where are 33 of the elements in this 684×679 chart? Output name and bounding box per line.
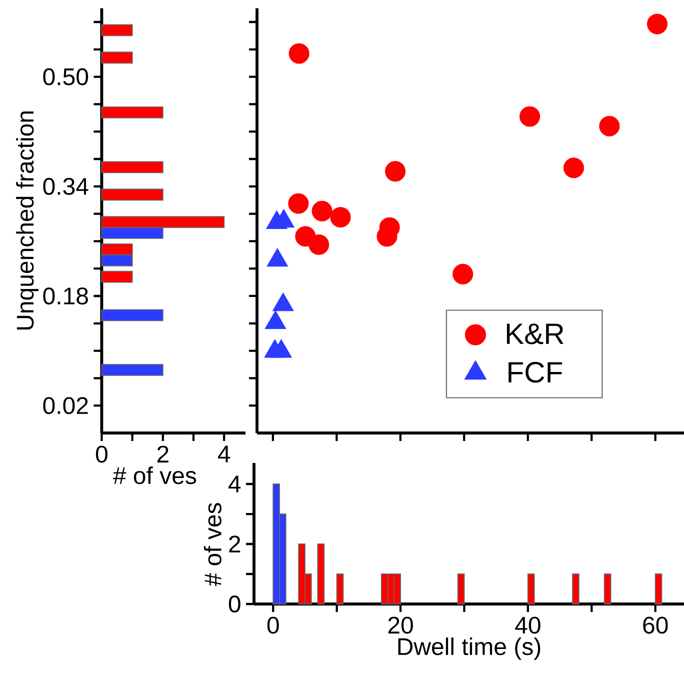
- legend-label: FCF: [508, 362, 562, 383]
- point: [264, 310, 286, 329]
- point: [646, 14, 668, 34]
- point: [270, 339, 292, 358]
- x-tick-label: 2: [157, 446, 168, 462]
- point: [288, 193, 309, 214]
- y-tick-label: 0.50: [43, 68, 88, 86]
- y-tick-label: 0.18: [43, 287, 88, 304]
- legend-label: K&R: [506, 324, 564, 344]
- y-tick-label: 4: [228, 476, 241, 492]
- y-axis-title: # of ves: [204, 503, 222, 586]
- x-tick-label: 0: [96, 446, 108, 463]
- y-tick-label: 0.02: [43, 397, 88, 414]
- x-tick-label: 0: [267, 616, 279, 634]
- point: [563, 158, 584, 178]
- point: [272, 292, 294, 312]
- point: [308, 234, 330, 255]
- point: [385, 161, 406, 182]
- y-tick-label: 0: [228, 595, 240, 612]
- x-tick-label: 60: [643, 616, 668, 634]
- point: [288, 43, 310, 64]
- y-tick-label: 2: [229, 536, 240, 552]
- point: [520, 106, 540, 127]
- x-axis-title: # of ves: [113, 466, 196, 484]
- point: [452, 264, 474, 284]
- x-axis-title: Dwell time (s): [398, 638, 540, 660]
- y-axis-title: Unquenched fraction: [16, 112, 38, 330]
- x-tick-label: 40: [515, 616, 540, 634]
- point: [312, 200, 332, 222]
- x-tick-label: 20: [388, 616, 413, 634]
- point: [599, 116, 620, 136]
- point: [330, 206, 351, 228]
- y-tick-label: 0.34: [43, 178, 88, 195]
